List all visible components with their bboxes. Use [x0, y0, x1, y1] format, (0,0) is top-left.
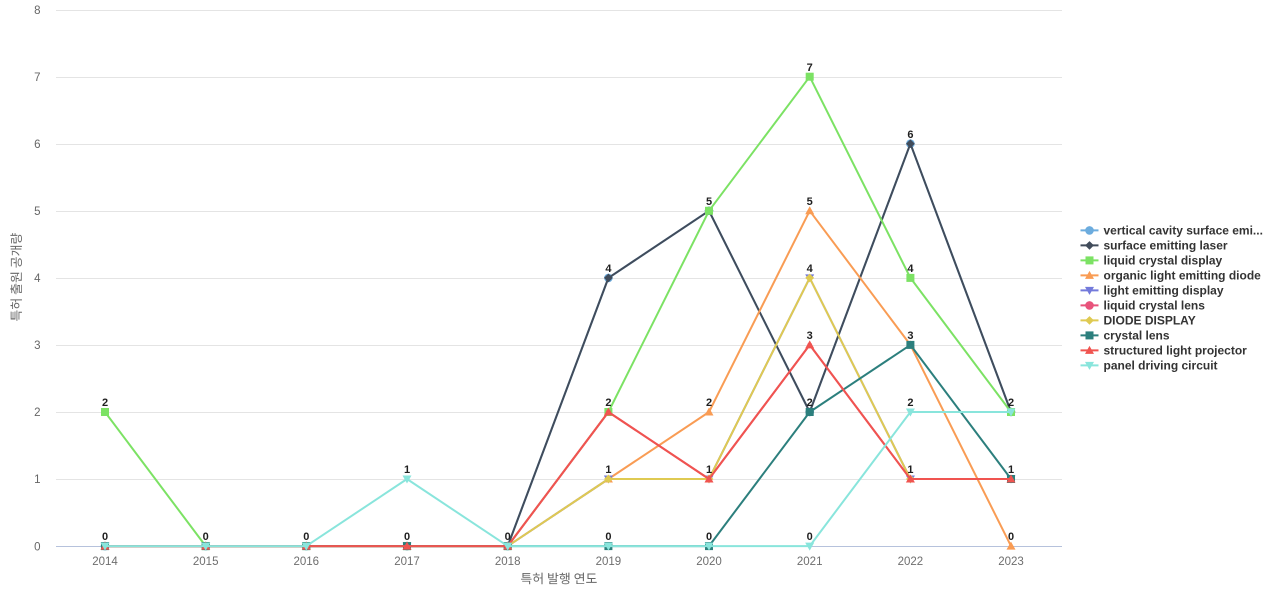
- svg-text:0: 0: [1008, 531, 1014, 543]
- svg-text:8: 8: [34, 5, 40, 17]
- svg-text:3: 3: [907, 330, 913, 342]
- svg-text:1: 1: [706, 464, 712, 476]
- svg-text:2: 2: [907, 397, 913, 409]
- svg-text:7: 7: [807, 62, 813, 74]
- svg-text:light emitting display: light emitting display: [1104, 284, 1224, 298]
- svg-text:2014: 2014: [92, 556, 118, 568]
- svg-text:3: 3: [34, 340, 40, 352]
- svg-text:0: 0: [605, 531, 611, 543]
- svg-text:2: 2: [1008, 397, 1014, 409]
- svg-text:2018: 2018: [495, 556, 521, 568]
- svg-text:3: 3: [807, 330, 813, 342]
- svg-text:1: 1: [907, 464, 913, 476]
- svg-text:6: 6: [34, 139, 40, 151]
- svg-text:0: 0: [303, 531, 309, 543]
- svg-text:6: 6: [907, 129, 913, 141]
- svg-text:4: 4: [907, 263, 914, 275]
- svg-text:1: 1: [34, 474, 40, 486]
- svg-text:4: 4: [34, 273, 41, 285]
- svg-text:surface emitting laser: surface emitting laser: [1104, 239, 1228, 253]
- svg-text:4: 4: [807, 263, 814, 275]
- svg-text:7: 7: [34, 72, 40, 84]
- svg-text:2: 2: [102, 397, 108, 409]
- svg-text:2016: 2016: [294, 556, 320, 568]
- svg-text:0: 0: [505, 531, 511, 543]
- svg-text:5: 5: [807, 196, 813, 208]
- svg-text:1: 1: [404, 464, 410, 476]
- svg-text:panel driving circuit: panel driving circuit: [1104, 359, 1218, 373]
- svg-text:0: 0: [807, 531, 813, 543]
- svg-text:2: 2: [807, 397, 813, 409]
- svg-text:2: 2: [706, 397, 712, 409]
- svg-text:0: 0: [34, 541, 40, 553]
- svg-text:vertical cavity surface emi...: vertical cavity surface emi...: [1104, 224, 1263, 238]
- svg-text:0: 0: [706, 531, 712, 543]
- svg-text:0: 0: [203, 531, 209, 543]
- svg-text:5: 5: [706, 196, 712, 208]
- svg-text:2015: 2015: [193, 556, 219, 568]
- svg-text:2019: 2019: [596, 556, 622, 568]
- svg-text:DIODE DISPLAY: DIODE DISPLAY: [1104, 314, 1196, 328]
- svg-text:0: 0: [404, 531, 410, 543]
- svg-text:0: 0: [102, 531, 108, 543]
- svg-text:liquid crystal lens: liquid crystal lens: [1104, 299, 1206, 313]
- svg-text:2020: 2020: [696, 556, 722, 568]
- svg-text:1: 1: [605, 464, 611, 476]
- svg-text:5: 5: [34, 206, 40, 218]
- svg-text:liquid crystal display: liquid crystal display: [1104, 254, 1223, 268]
- svg-text:2: 2: [605, 397, 611, 409]
- svg-text:2017: 2017: [394, 556, 420, 568]
- svg-text:crystal lens: crystal lens: [1104, 329, 1170, 343]
- svg-text:2021: 2021: [797, 556, 823, 568]
- svg-text:2022: 2022: [898, 556, 924, 568]
- svg-text:organic light emitting diode: organic light emitting diode: [1104, 269, 1262, 283]
- svg-text:structured light projector: structured light projector: [1104, 344, 1248, 358]
- svg-text:2023: 2023: [998, 556, 1024, 568]
- svg-text:1: 1: [1008, 464, 1014, 476]
- svg-text:4: 4: [605, 263, 612, 275]
- svg-text:2: 2: [34, 407, 40, 419]
